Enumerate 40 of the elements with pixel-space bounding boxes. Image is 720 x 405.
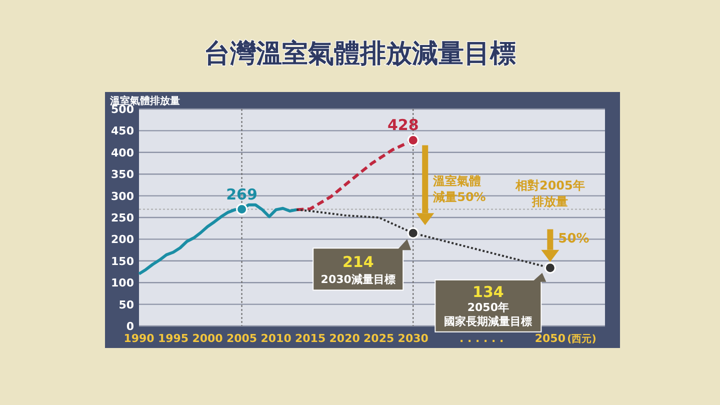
annotation: 2030減量目標 bbox=[320, 273, 396, 286]
x-tick-label: 2010 bbox=[260, 332, 292, 345]
point bbox=[544, 262, 556, 274]
annotation: 269 bbox=[226, 185, 258, 204]
y-tick-label: 150 bbox=[111, 254, 134, 268]
annotation: 214 bbox=[342, 253, 374, 272]
x-tick-label: 2025 bbox=[364, 332, 394, 345]
y-tick-label: 350 bbox=[111, 168, 134, 182]
y-tick-label: 300 bbox=[111, 190, 134, 203]
y-tick-label: 50 bbox=[118, 298, 134, 312]
x-tick-label: 2005 bbox=[226, 332, 258, 345]
y-tick-label: 0 bbox=[126, 320, 134, 333]
x-axis-title: (西元) bbox=[567, 333, 596, 345]
x-tick-label: 2020 bbox=[329, 332, 360, 345]
annotation: 50% bbox=[558, 232, 590, 247]
point bbox=[407, 227, 419, 239]
annotation: 134 bbox=[472, 282, 504, 301]
x-tick-label: 2030 bbox=[398, 332, 429, 345]
y-tick-label: 400 bbox=[111, 146, 134, 160]
point bbox=[236, 204, 248, 216]
x-tick-label: 1990 bbox=[124, 332, 155, 345]
point bbox=[407, 134, 419, 146]
x-tick-label: 2050 bbox=[534, 332, 566, 345]
y-tick-label: 100 bbox=[111, 276, 134, 290]
text: . . . . . . bbox=[460, 332, 504, 345]
annotation: 428 bbox=[387, 116, 419, 134]
line-series bbox=[138, 203, 298, 276]
y-tick-label: 450 bbox=[111, 124, 134, 138]
chart-title: 台灣溫室氣體排放減量目標 bbox=[204, 39, 516, 69]
annotation: 2050年 bbox=[467, 300, 509, 314]
x-tick-label: 2000 bbox=[192, 332, 224, 345]
x-tick-label: 1995 bbox=[158, 332, 189, 345]
x-tick-label: 2015 bbox=[295, 332, 326, 345]
annotation: 相對2005年 bbox=[514, 178, 585, 192]
annotation: 排放量 bbox=[531, 194, 568, 208]
annotation: 減量50% bbox=[432, 190, 486, 204]
y-tick-label: 250 bbox=[111, 212, 134, 224]
annotation: 溫室氣體 bbox=[432, 174, 482, 188]
y-tick-label: 200 bbox=[111, 233, 134, 246]
annotation: 國家長期減量目標 bbox=[444, 314, 532, 328]
